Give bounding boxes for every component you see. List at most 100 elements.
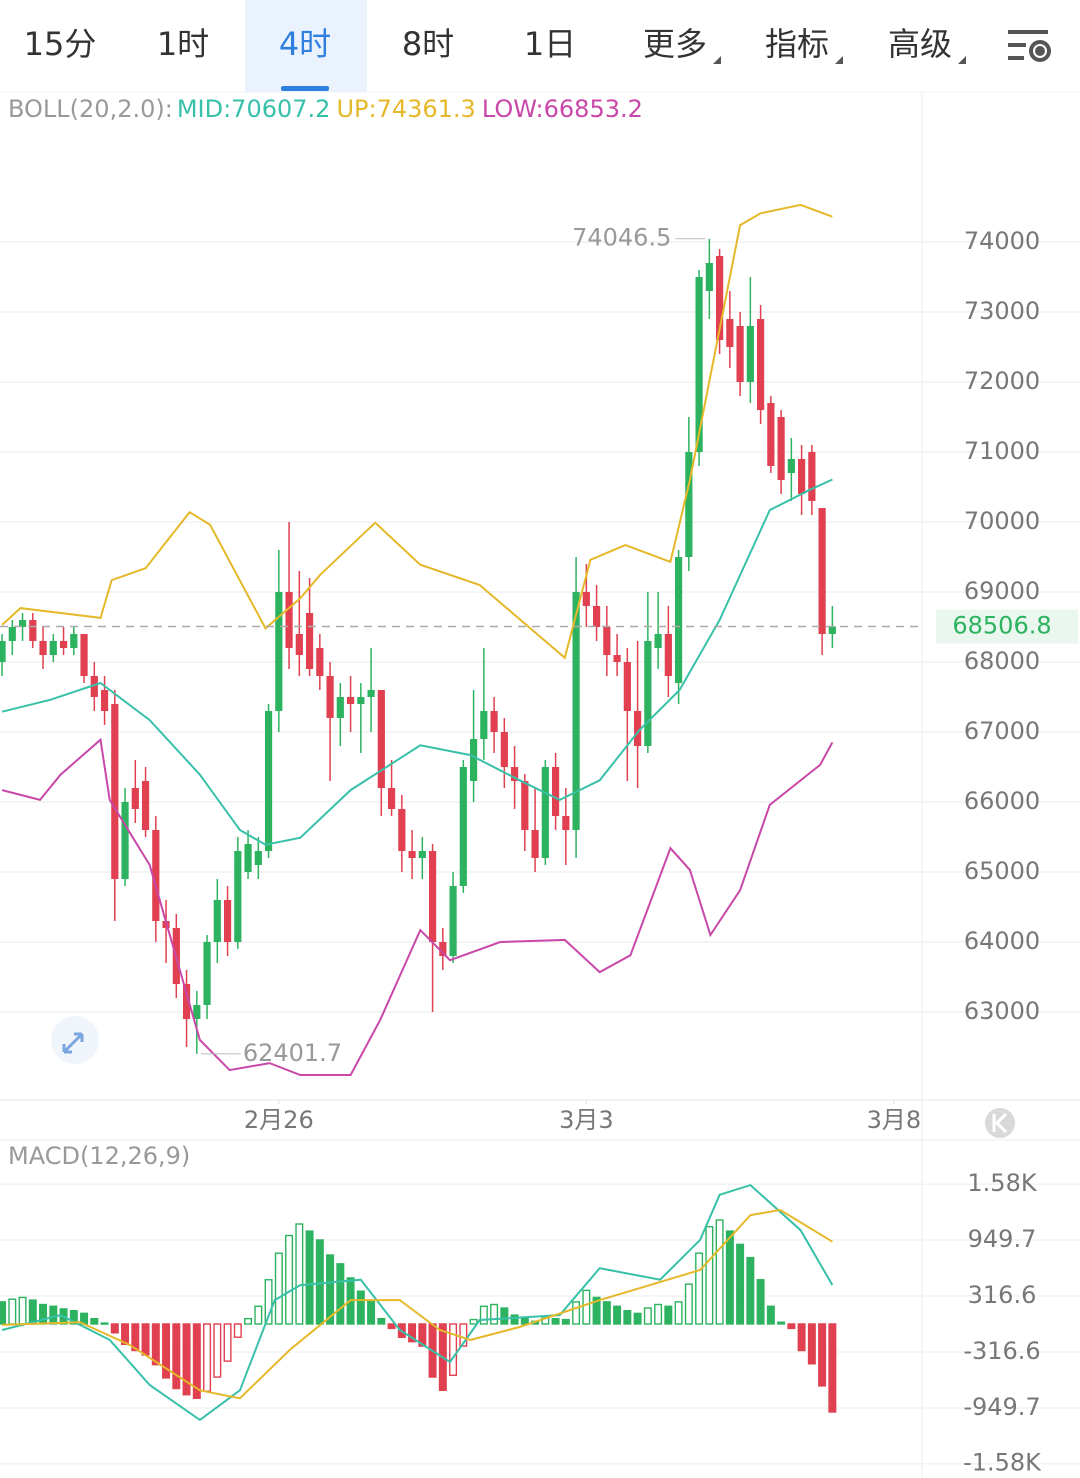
candle-body	[510, 767, 519, 782]
macd-bar	[500, 1307, 509, 1325]
tab[interactable]: 高级	[888, 25, 966, 64]
tab-label: 15分	[24, 25, 97, 63]
macd-bar	[377, 1317, 386, 1325]
candle-body	[326, 676, 334, 719]
candle-body	[80, 634, 88, 677]
candle-body	[305, 613, 314, 670]
candle-body	[398, 809, 406, 852]
macd-bar	[828, 1323, 837, 1413]
candle-body	[777, 417, 785, 481]
candle-body	[521, 781, 529, 831]
reset-button[interactable]	[985, 1108, 1015, 1138]
candle-body	[285, 592, 293, 649]
boll-line	[1, 203, 833, 660]
candle-body	[459, 767, 467, 887]
candle-body	[572, 592, 580, 831]
last-price-label: 68506.8	[952, 612, 1051, 640]
y-tick-label: 65000	[964, 857, 1040, 885]
candle-body	[469, 739, 478, 782]
tab[interactable]: 1时	[157, 25, 209, 63]
candle-body	[787, 459, 795, 474]
candle-body	[254, 851, 262, 866]
candle-body	[715, 256, 724, 341]
candle-body	[264, 711, 273, 852]
tab[interactable]: 1日	[524, 25, 576, 63]
boll-line	[1, 737, 834, 1076]
y-tick-label: 73000	[964, 297, 1040, 325]
macd-bar	[203, 1323, 212, 1392]
tab[interactable]: 更多	[643, 25, 721, 64]
candle-body	[439, 942, 447, 957]
candle-body	[152, 830, 160, 922]
macd-bar	[684, 1283, 693, 1325]
macd-bar	[807, 1323, 816, 1365]
candle-body	[39, 641, 47, 656]
y-tick-label: 72000	[964, 367, 1040, 395]
candle-body	[736, 326, 744, 383]
tab-label: 高级	[888, 25, 952, 63]
candle-body	[818, 508, 826, 635]
candle-body	[428, 851, 437, 943]
macd-bar	[674, 1301, 683, 1325]
y-tick-label: 74000	[964, 227, 1040, 255]
macd-bar	[490, 1303, 499, 1325]
macd-bar	[633, 1312, 642, 1325]
candle-body	[685, 452, 693, 558]
candle-body	[29, 620, 37, 642]
candle-body	[59, 641, 68, 649]
macd-bar	[110, 1323, 119, 1334]
macd-bar	[233, 1323, 242, 1338]
macd-bar	[131, 1323, 140, 1352]
macd-bar	[469, 1318, 478, 1325]
macd-bar	[664, 1305, 673, 1325]
candle-body	[418, 851, 426, 859]
macd-bar	[141, 1323, 150, 1356]
macd-bar	[654, 1303, 663, 1325]
tab-underline	[281, 86, 329, 91]
macd-bar	[49, 1305, 58, 1325]
tab[interactable]: 指标	[765, 25, 843, 64]
macd-bar	[0, 1301, 7, 1325]
tab[interactable]: 15分	[24, 25, 97, 63]
candle-body	[582, 592, 590, 607]
candle-body	[275, 592, 283, 712]
low-label: 62401.7	[243, 1039, 342, 1067]
candle-body	[295, 634, 303, 656]
expand-icon[interactable]	[51, 1016, 99, 1064]
candle-body	[131, 788, 139, 810]
candle-body	[387, 788, 396, 810]
y-tick-label: -949.7	[963, 1393, 1040, 1421]
candle-body	[141, 781, 150, 831]
boll-line	[1, 478, 833, 846]
candle-body	[613, 655, 621, 663]
candle-body	[234, 851, 242, 943]
tab[interactable]: 4时	[245, 0, 367, 92]
macd-bar	[244, 1317, 253, 1325]
settings-icon[interactable]	[1008, 30, 1051, 62]
macd-bar	[766, 1305, 775, 1325]
y-tick-label: 63000	[964, 997, 1040, 1025]
candle-body	[644, 641, 652, 747]
macd-bar	[787, 1323, 796, 1330]
macd-bar	[613, 1305, 622, 1325]
tab[interactable]: 8时	[402, 25, 454, 63]
macd-bar	[274, 1252, 283, 1325]
macd-bar	[172, 1323, 181, 1390]
tab-label: 8时	[402, 25, 454, 63]
y-tick-label: 949.7	[968, 1225, 1037, 1253]
y-tick-label: 70000	[964, 507, 1040, 535]
macd-bar	[264, 1279, 273, 1325]
tab-label: 1时	[157, 25, 209, 63]
macd-bar	[643, 1307, 652, 1325]
candle-body	[500, 732, 508, 768]
macd-bar	[69, 1310, 78, 1325]
tab-label: 1日	[524, 25, 576, 63]
macd-bar	[182, 1323, 191, 1396]
y-tick-label: 1.58K	[967, 1169, 1037, 1197]
dropdown-caret	[835, 56, 843, 64]
macd-bar	[408, 1323, 417, 1343]
y-tick-label: -1.58K	[963, 1449, 1042, 1477]
candle-body	[244, 844, 252, 873]
legend-entry: LOW:66853.2	[482, 95, 643, 123]
